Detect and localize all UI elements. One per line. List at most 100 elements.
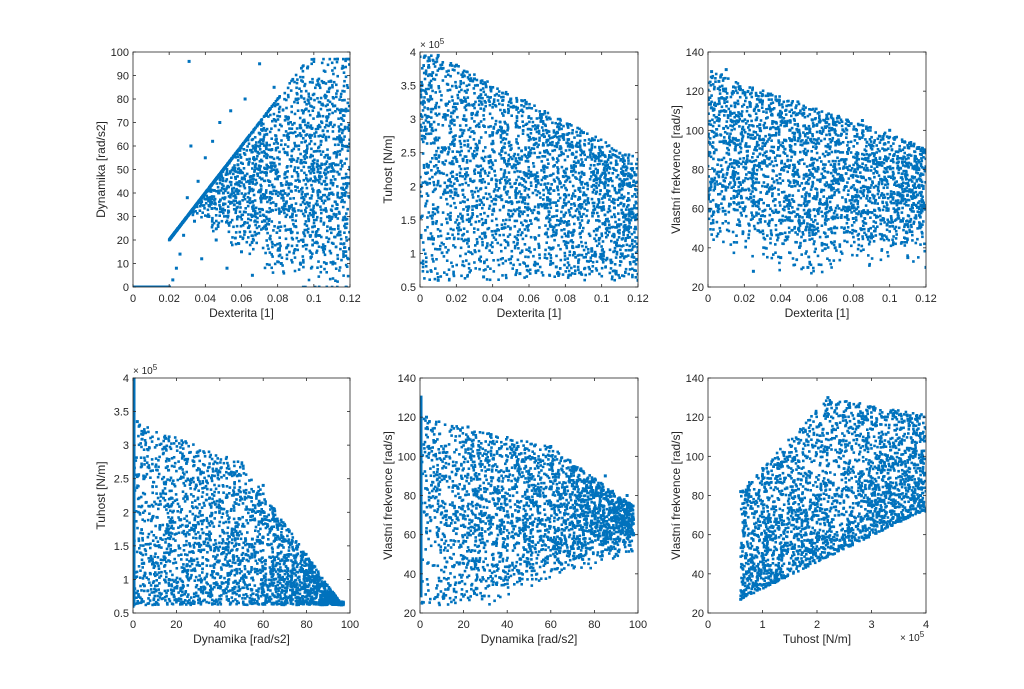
scatter-point — [282, 272, 286, 275]
scatter-point — [235, 151, 238, 154]
scatter-point — [579, 271, 583, 274]
scatter-point — [514, 166, 518, 170]
scatter-point — [552, 189, 555, 192]
scatter-point — [311, 164, 314, 167]
scatter-point — [451, 160, 454, 163]
scatter-point — [444, 191, 448, 195]
scatter-point — [478, 95, 481, 98]
scatter-point — [248, 157, 251, 161]
scatter-point — [604, 178, 608, 181]
scatter-point — [269, 201, 273, 205]
scatter-point — [601, 171, 604, 175]
scatter-point — [451, 105, 455, 109]
scatter-point — [518, 228, 521, 231]
scatter-point — [218, 214, 221, 217]
scatter-point — [631, 238, 634, 242]
scatter-point — [451, 197, 455, 200]
scatter-point — [472, 103, 476, 106]
scatter-point — [573, 195, 577, 198]
scatter-point — [540, 178, 544, 182]
scatter-point — [486, 197, 489, 201]
scatter-point — [523, 185, 526, 189]
scatter-point — [286, 153, 289, 157]
scatter-point — [631, 273, 634, 277]
scatter-point — [309, 155, 312, 159]
scatter-point — [248, 201, 252, 205]
scatter-point — [616, 238, 619, 242]
data-point — [344, 182, 348, 186]
scatter-point — [213, 189, 216, 192]
scatter-point — [625, 205, 629, 209]
scatter-point — [468, 270, 471, 274]
scatter-point — [580, 206, 584, 209]
scatter-point — [227, 195, 231, 198]
scatter-point — [564, 270, 567, 273]
scatter-point — [467, 217, 471, 221]
scatter-point — [273, 262, 277, 266]
scatter-point — [447, 146, 451, 149]
scatter-point — [305, 156, 309, 159]
scatter-point — [586, 209, 589, 212]
scatter-point — [510, 249, 514, 253]
scatter-point — [625, 243, 629, 247]
scatter-point — [257, 152, 261, 155]
scatter-point — [607, 144, 611, 147]
scatter-point — [548, 203, 552, 206]
scatter-point — [426, 59, 430, 63]
scatter-point — [266, 244, 269, 247]
scatter-point — [302, 265, 305, 269]
scatter-point — [464, 108, 468, 112]
scatter-point — [629, 212, 633, 216]
scatter-point — [437, 235, 440, 238]
scatter-point — [346, 274, 350, 278]
scatter-point — [622, 274, 626, 278]
scatter-point — [622, 230, 625, 234]
scatter-point — [488, 192, 491, 196]
scatter-point — [345, 184, 349, 188]
scatter-point — [617, 223, 620, 226]
scatter-point — [544, 128, 548, 132]
data-point — [236, 163, 240, 167]
scatter-point — [467, 237, 470, 241]
scatter-point — [317, 196, 320, 200]
scatter-point — [607, 220, 610, 223]
scatter-point — [455, 86, 458, 89]
scatter-point — [537, 246, 541, 249]
scatter-point — [268, 217, 271, 221]
scatter-point — [625, 165, 628, 168]
scatter-point — [340, 258, 343, 262]
scatter-point — [578, 253, 581, 257]
scatter-point — [311, 179, 315, 183]
scatter-point — [452, 237, 456, 241]
scatter-point — [260, 185, 263, 188]
scatter-point — [618, 182, 622, 186]
scatter-point — [310, 58, 314, 61]
scatter-point — [318, 114, 322, 118]
scatter-point — [447, 248, 450, 252]
scatter-point — [237, 167, 241, 170]
scatter-point — [238, 202, 242, 205]
scatter-point — [457, 215, 460, 218]
scatter-point — [551, 215, 554, 219]
scatter-point — [271, 245, 274, 249]
scatter-point — [225, 219, 229, 223]
scatter-point — [538, 116, 541, 120]
scatter-point — [619, 223, 623, 226]
scatter-point — [517, 111, 520, 114]
scatter-point — [283, 118, 287, 122]
scatter-point — [284, 237, 288, 241]
scatter-point — [226, 211, 230, 214]
scatter-point — [430, 107, 433, 111]
data-point — [218, 121, 222, 124]
scatter-point — [345, 212, 348, 215]
y-tick-label: 90 — [117, 71, 129, 83]
scatter-point — [235, 206, 239, 210]
scatter-point — [209, 196, 212, 199]
scatter-point — [339, 242, 342, 245]
scatter-point — [580, 203, 584, 206]
scatter-point — [335, 155, 338, 159]
scatter-point — [613, 213, 616, 216]
scatter-point — [312, 150, 316, 153]
scatter-point — [268, 130, 272, 134]
scatter-point — [341, 198, 344, 202]
